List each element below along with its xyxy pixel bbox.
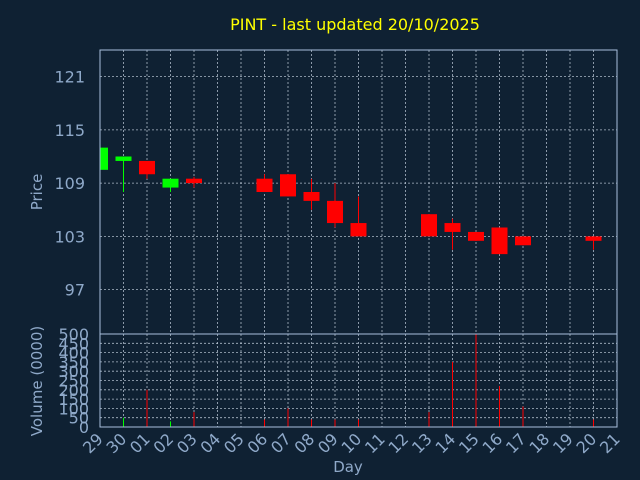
candle-body: [100, 147, 108, 170]
volume-tick-label: 450: [58, 334, 89, 353]
x-axis-label: Day: [333, 458, 363, 476]
volume-tick-label: 100: [58, 399, 89, 418]
volume-axis-label: Volume (0000): [28, 326, 46, 436]
candle-body: [421, 214, 437, 237]
chart-title: PINT - last updated 20/10/2025: [230, 15, 480, 34]
x-tick-labels: 2930010203040506070809101112131415161718…: [79, 429, 624, 457]
price-tick-label: 115: [54, 121, 85, 140]
candle-bodies: [100, 147, 602, 255]
volume-tick-label: 400: [58, 344, 89, 363]
price-axis-label: Price: [28, 174, 46, 211]
candle-body: [115, 156, 132, 161]
volume-tick-label: 350: [58, 353, 89, 372]
volume-tick-label: 50: [69, 409, 89, 428]
candle-body: [256, 178, 273, 192]
candle-body: [468, 231, 484, 241]
volume-tick-label: 150: [58, 390, 89, 409]
candle-body: [491, 227, 508, 255]
volume-tick-label: 300: [58, 362, 89, 381]
candle-body: [303, 192, 320, 201]
candle-body: [444, 223, 461, 232]
price-tick-label: 109: [54, 174, 85, 193]
price-tick-label: 121: [54, 68, 85, 87]
candle-body: [280, 174, 296, 197]
candle-body: [162, 178, 179, 188]
price-tick-label: 103: [54, 227, 85, 246]
volume-tick-label: 200: [58, 381, 89, 400]
candle-body: [327, 200, 343, 224]
candle-body: [585, 236, 602, 241]
volume-tick-label: 0: [79, 418, 89, 437]
price-tick-label: 97: [65, 281, 85, 300]
price-tick-labels: 97 103 109 115 121: [54, 68, 85, 300]
candle-body: [515, 236, 531, 246]
candle-body: [186, 178, 202, 184]
candle-body: [139, 160, 155, 175]
volume-tick-label: 500: [58, 325, 89, 344]
volume-tick-label: 250: [58, 372, 89, 391]
candle-body: [350, 223, 367, 237]
volume-panel-frame: [99, 333, 618, 428]
